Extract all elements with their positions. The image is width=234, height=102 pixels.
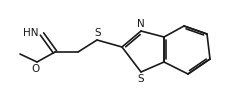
Text: S: S xyxy=(95,28,101,38)
Text: HN: HN xyxy=(23,28,39,38)
Text: S: S xyxy=(138,74,144,84)
Text: O: O xyxy=(31,64,39,74)
Text: N: N xyxy=(137,19,145,29)
